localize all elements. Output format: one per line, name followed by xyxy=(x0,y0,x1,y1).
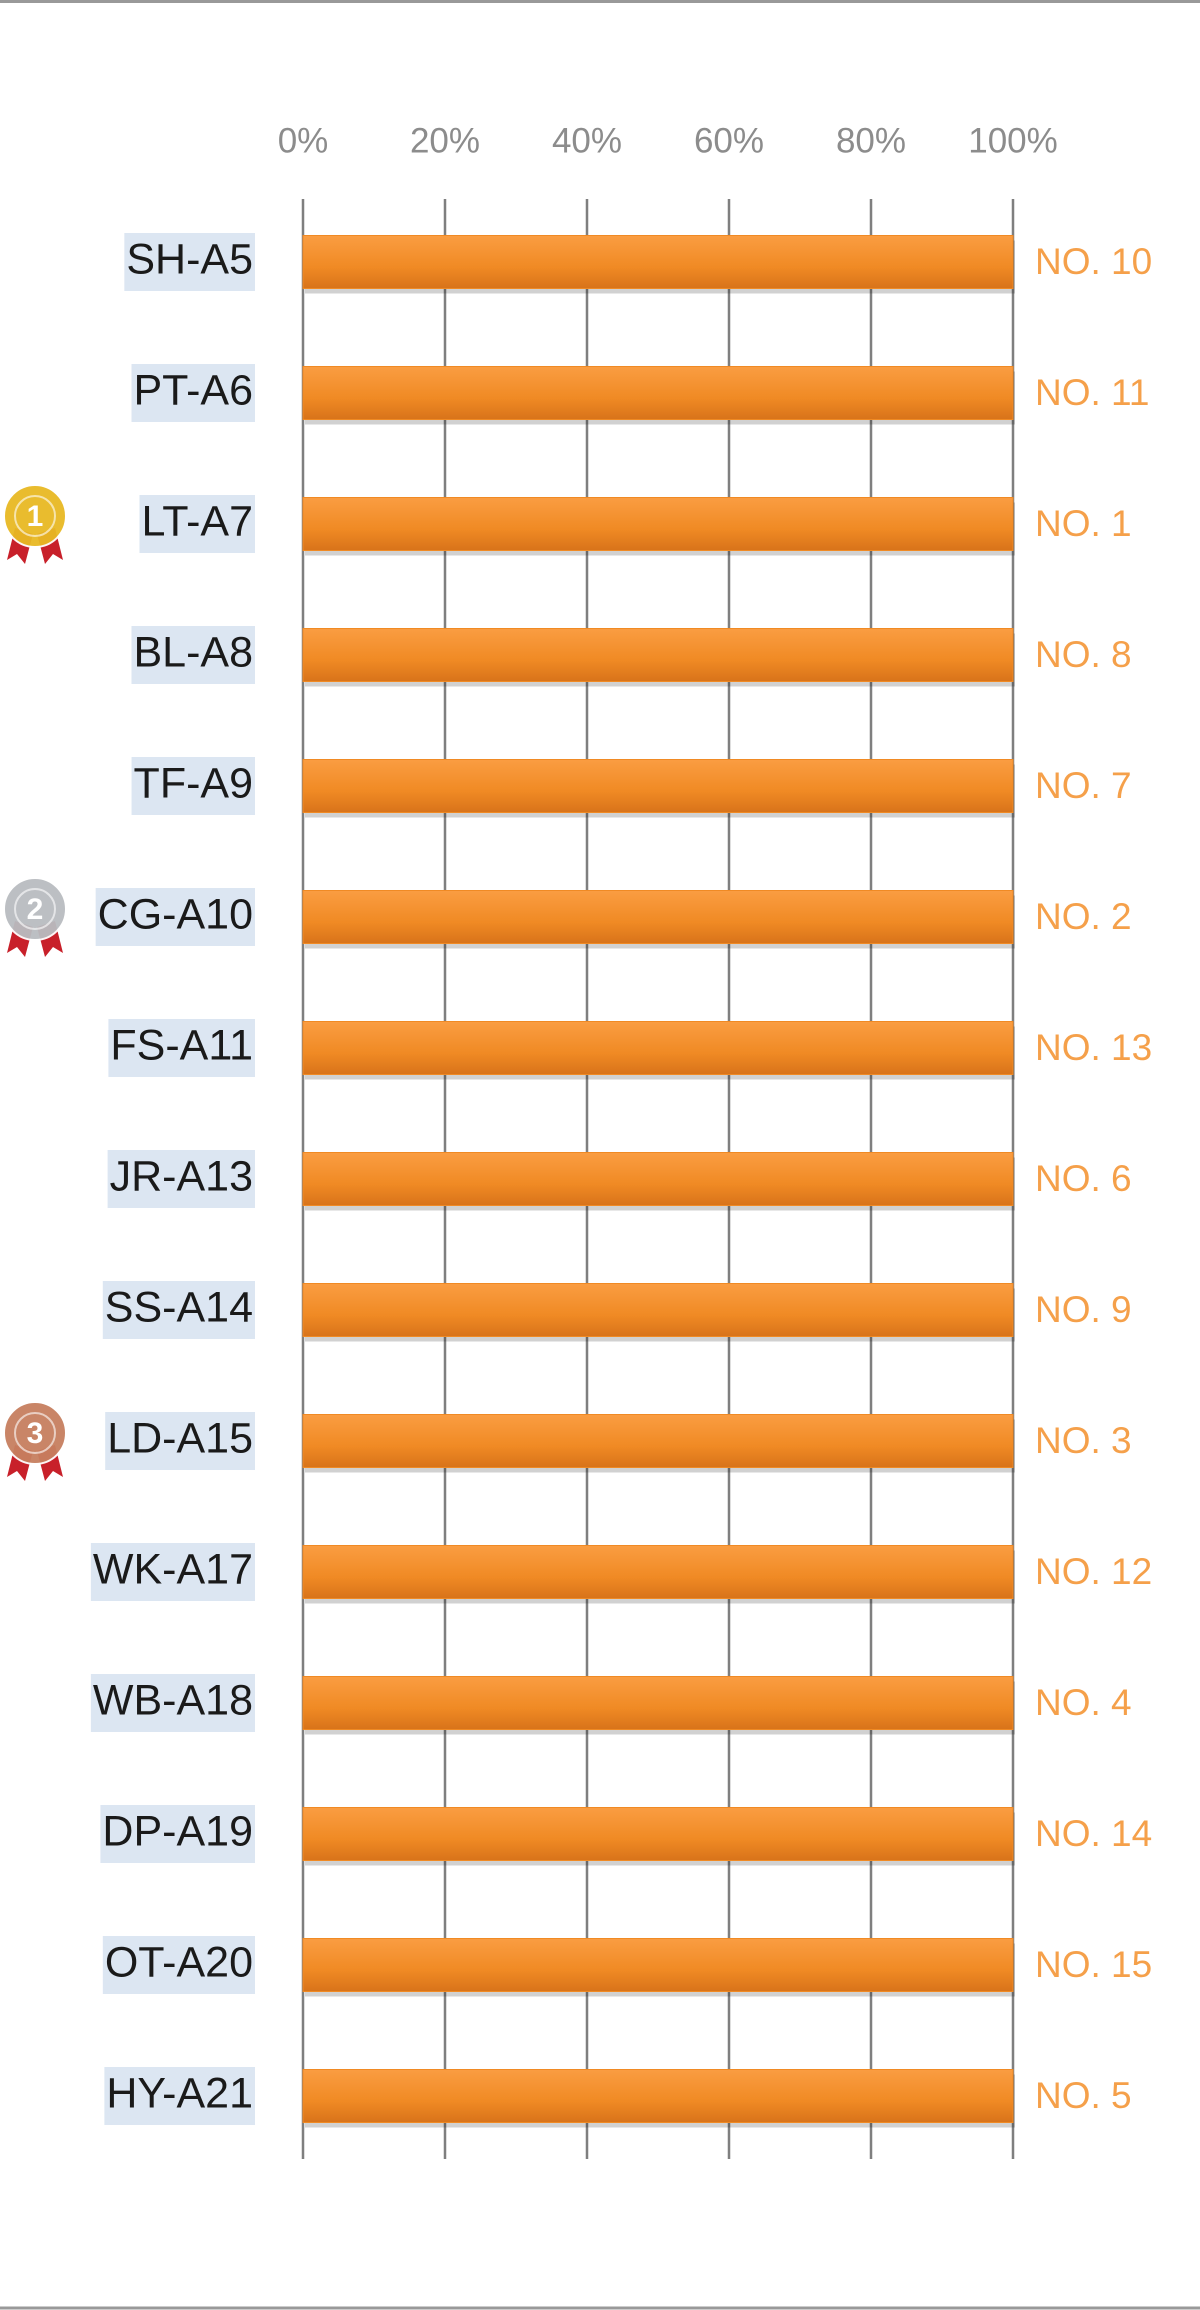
rank-label: NO. 9 xyxy=(1035,1289,1132,1330)
y-tick-label: CG-A10 xyxy=(98,890,253,938)
y-tick-label: SH-A5 xyxy=(126,235,253,283)
y-tick-label: LD-A15 xyxy=(107,1414,253,1462)
category-label-bg xyxy=(102,1936,255,1994)
medal-label: 2 xyxy=(27,893,44,926)
rank-label: NO. 6 xyxy=(1035,1158,1132,1199)
category-label-bg xyxy=(131,626,255,684)
category-label-bg xyxy=(104,2067,255,2125)
category-label-bg xyxy=(131,757,255,815)
y-tick-label: LT-A7 xyxy=(141,497,253,545)
bar xyxy=(302,759,1014,813)
bar xyxy=(302,1545,1014,1599)
rank-label: NO. 1 xyxy=(1035,503,1132,544)
category-label-bg xyxy=(124,233,255,291)
medal-disc xyxy=(3,1401,67,1465)
rank-label: NO. 14 xyxy=(1035,1813,1152,1854)
rank-label: NO. 15 xyxy=(1035,1944,1152,1985)
category-label-bg xyxy=(131,364,255,422)
x-tick-label: 0% xyxy=(278,121,329,160)
bar xyxy=(302,497,1014,551)
rank-label: NO. 12 xyxy=(1035,1551,1152,1592)
y-tick-label: WB-A18 xyxy=(93,1676,253,1724)
x-tick-label: 80% xyxy=(836,121,906,160)
rank-label: NO. 7 xyxy=(1035,765,1132,806)
rank-label: NO. 10 xyxy=(1035,241,1152,282)
medal: 2 xyxy=(3,877,67,957)
rank-label: NO. 5 xyxy=(1035,2075,1132,2116)
bar xyxy=(302,1807,1014,1861)
category-label-bg xyxy=(108,1019,255,1077)
rank-label: NO. 8 xyxy=(1035,634,1132,675)
medal-disc xyxy=(3,877,67,941)
bar xyxy=(302,366,1014,420)
category-label-bg xyxy=(90,1674,255,1732)
y-tick-label: OT-A20 xyxy=(105,1938,253,1986)
bar xyxy=(302,1283,1014,1337)
category-label-bg xyxy=(100,1805,255,1863)
medal: 3 xyxy=(3,1401,67,1481)
category-label-bg xyxy=(90,1543,255,1601)
category-label-bg xyxy=(139,495,255,553)
y-tick-label: SS-A14 xyxy=(105,1283,253,1331)
y-tick-label: DP-A19 xyxy=(102,1807,253,1855)
y-tick-label: FS-A11 xyxy=(110,1021,253,1069)
y-tick-label: TF-A9 xyxy=(134,759,253,807)
medal-inner xyxy=(14,495,56,537)
bar xyxy=(302,1676,1014,1730)
medal-label: 1 xyxy=(27,500,44,533)
medal-inner xyxy=(14,888,56,930)
bar xyxy=(302,2069,1014,2123)
y-tick-label: JR-A13 xyxy=(110,1152,253,1200)
category-label-bg xyxy=(105,1412,255,1470)
bar xyxy=(302,1021,1014,1075)
rank-label: NO. 3 xyxy=(1035,1420,1132,1461)
bar xyxy=(302,1938,1014,1992)
rank-label: NO. 2 xyxy=(1035,896,1132,937)
y-tick-label: BL-A8 xyxy=(133,628,253,676)
medal: 1 xyxy=(3,484,67,564)
x-tick-label: 100% xyxy=(968,121,1058,160)
rank-label: NO. 13 xyxy=(1035,1027,1152,1068)
x-tick-label: 20% xyxy=(410,121,480,160)
category-label-bg xyxy=(107,1150,255,1208)
bar xyxy=(302,1152,1014,1206)
x-tick-label: 60% xyxy=(694,121,764,160)
rank-label: NO. 4 xyxy=(1035,1682,1132,1723)
bar xyxy=(302,628,1014,682)
medal-label: 3 xyxy=(27,1417,44,1450)
medal-inner xyxy=(14,1412,56,1454)
x-tick-label: 40% xyxy=(552,121,622,160)
bar xyxy=(302,235,1014,289)
y-tick-label: PT-A6 xyxy=(134,366,254,414)
medal-disc xyxy=(3,484,67,548)
y-tick-label: HY-A21 xyxy=(106,2069,253,2117)
bar xyxy=(302,1414,1014,1468)
y-tick-label: WK-A17 xyxy=(93,1545,253,1593)
category-label-bg xyxy=(102,1281,255,1339)
rank-label: NO. 11 xyxy=(1035,372,1149,413)
bar xyxy=(302,890,1014,944)
category-label-bg xyxy=(95,888,255,946)
